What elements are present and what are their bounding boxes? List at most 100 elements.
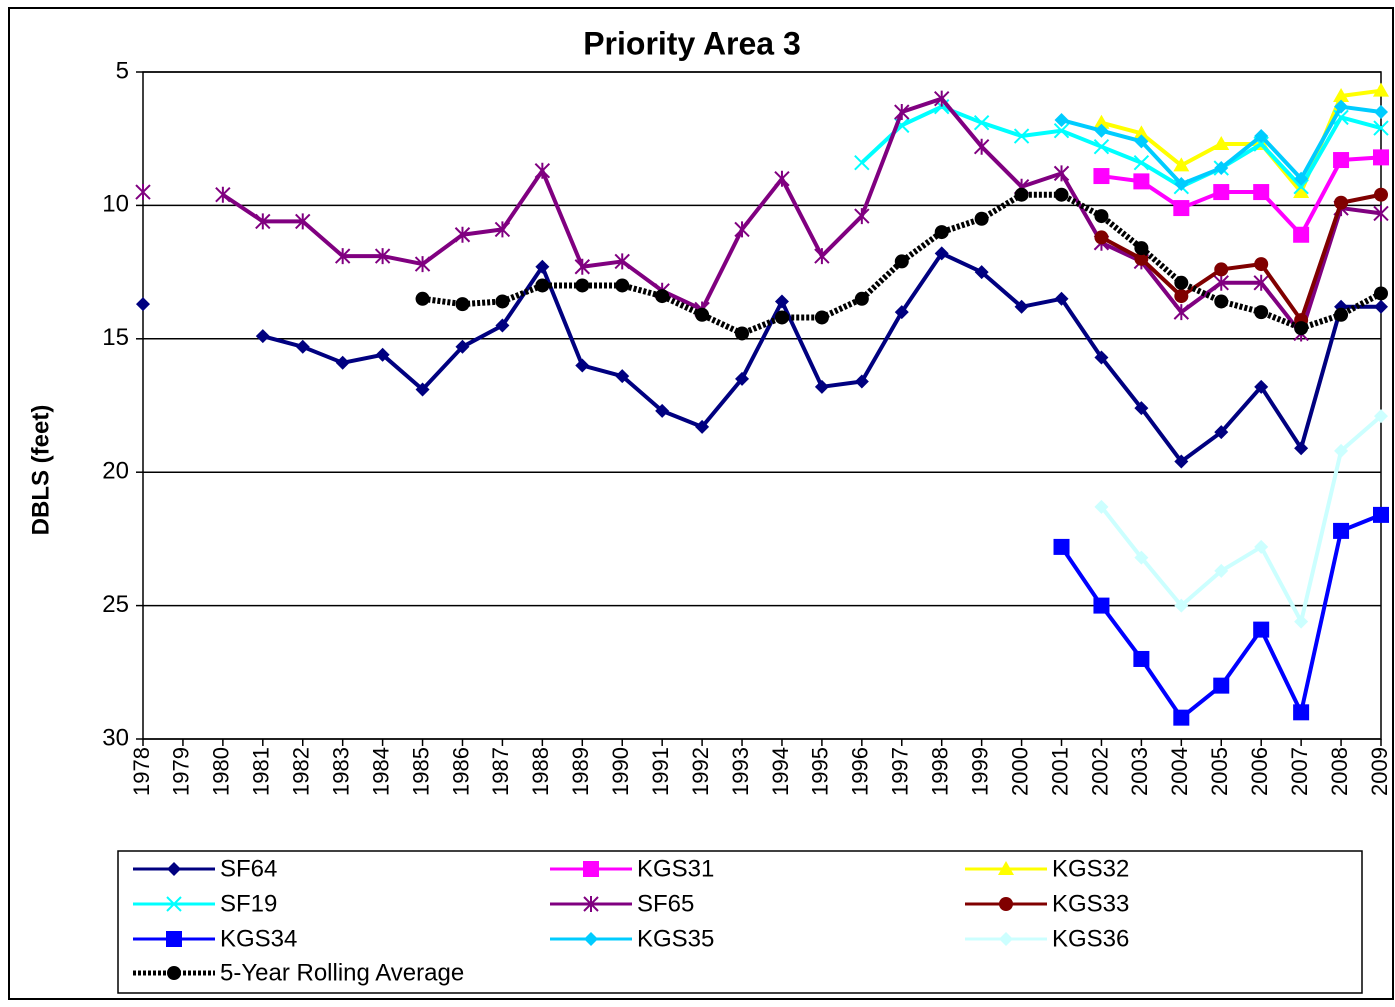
marker xyxy=(655,289,670,304)
marker xyxy=(1293,184,1310,199)
marker xyxy=(167,862,181,876)
marker xyxy=(1213,184,1230,201)
marker xyxy=(1333,522,1350,539)
y-axis-label: DBLS (feet) xyxy=(27,405,54,536)
x-tick-label: 1997 xyxy=(888,747,913,796)
series xyxy=(1094,187,1388,328)
marker xyxy=(1254,305,1269,320)
marker xyxy=(1333,152,1350,169)
series xyxy=(136,246,1388,469)
marker xyxy=(1294,614,1309,629)
marker xyxy=(166,896,182,912)
marker xyxy=(614,253,630,270)
marker xyxy=(734,221,750,238)
marker xyxy=(1134,251,1149,266)
marker xyxy=(255,213,271,230)
marker xyxy=(295,339,310,354)
x-tick-label: 2006 xyxy=(1247,747,1272,796)
x-tick-label: 1996 xyxy=(848,747,873,796)
marker xyxy=(1173,200,1190,217)
legend-label: KGS31 xyxy=(637,855,714,882)
marker xyxy=(1294,321,1309,336)
marker xyxy=(854,291,869,306)
marker xyxy=(1174,177,1189,192)
x-tick-label: 2002 xyxy=(1087,747,1112,796)
marker xyxy=(166,931,182,947)
marker xyxy=(1134,241,1149,256)
x-tick-label: 1990 xyxy=(608,747,633,796)
marker xyxy=(615,369,630,384)
marker xyxy=(1253,184,1270,201)
marker xyxy=(1253,621,1270,638)
marker xyxy=(695,307,710,322)
y-tick-label: 30 xyxy=(102,724,129,751)
marker xyxy=(814,248,830,265)
marker xyxy=(136,297,150,312)
marker xyxy=(575,278,590,293)
marker xyxy=(974,265,989,280)
marker xyxy=(1374,105,1388,120)
legend-label: KGS33 xyxy=(1052,890,1129,917)
x-tick-label: 1986 xyxy=(448,747,473,796)
marker xyxy=(375,347,390,362)
marker xyxy=(973,138,990,155)
marker xyxy=(584,932,598,946)
marker xyxy=(1374,187,1388,202)
marker xyxy=(1294,441,1309,456)
marker xyxy=(934,90,950,107)
marker xyxy=(1053,165,1070,182)
marker xyxy=(735,326,750,341)
marker xyxy=(1174,289,1189,304)
marker xyxy=(1093,597,1110,614)
marker xyxy=(998,861,1014,875)
legend-label: KGS35 xyxy=(637,925,714,952)
marker xyxy=(1293,704,1310,721)
marker xyxy=(1094,123,1109,138)
marker xyxy=(1054,187,1069,202)
marker xyxy=(1254,257,1269,272)
x-tick-label: 1987 xyxy=(488,747,513,796)
marker xyxy=(1174,598,1189,613)
marker xyxy=(255,329,270,344)
marker xyxy=(854,374,869,389)
marker xyxy=(1254,539,1269,554)
marker xyxy=(695,419,710,434)
marker xyxy=(1213,274,1229,291)
marker xyxy=(1373,82,1389,97)
y-tick-label: 10 xyxy=(102,191,129,218)
marker xyxy=(583,861,599,877)
marker xyxy=(1334,99,1349,114)
marker xyxy=(894,104,910,121)
marker xyxy=(1094,350,1109,365)
marker xyxy=(135,184,151,201)
x-tick-label: 1988 xyxy=(528,747,553,796)
marker xyxy=(1214,425,1229,440)
marker xyxy=(1374,409,1388,424)
x-tick-label: 1991 xyxy=(648,747,673,796)
x-tick-label: 2000 xyxy=(1007,747,1032,796)
marker xyxy=(1373,120,1389,136)
marker xyxy=(999,897,1013,911)
x-tick-label: 1980 xyxy=(209,747,234,796)
marker xyxy=(1133,173,1150,190)
marker xyxy=(1254,129,1269,144)
marker xyxy=(1053,538,1070,555)
legend-label: KGS34 xyxy=(220,925,297,952)
marker xyxy=(1373,506,1389,523)
x-tick-label: 1979 xyxy=(169,747,194,796)
series-line xyxy=(1099,414,1383,624)
marker xyxy=(1374,299,1388,314)
marker xyxy=(1334,307,1349,322)
series xyxy=(1093,149,1389,243)
series-line xyxy=(221,96,1382,336)
marker xyxy=(1173,157,1190,172)
marker xyxy=(1334,195,1349,210)
x-tick-label: 2003 xyxy=(1127,747,1152,796)
marker xyxy=(1293,226,1310,243)
marker xyxy=(334,248,351,265)
legend-box xyxy=(117,850,1363,994)
x-tick-label: 1983 xyxy=(328,747,353,796)
marker xyxy=(1214,563,1229,578)
x-tick-label: 1998 xyxy=(928,747,953,796)
legend-label: KGS32 xyxy=(1052,855,1129,882)
